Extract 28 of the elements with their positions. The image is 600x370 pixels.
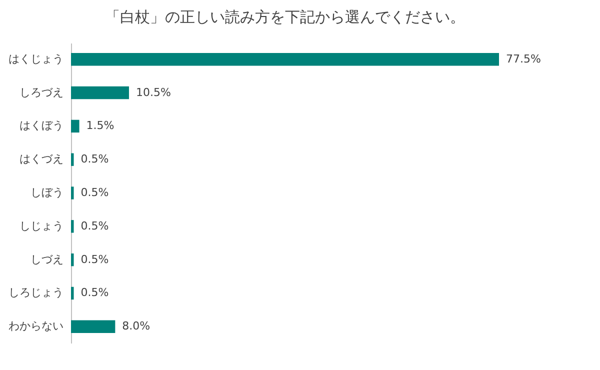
data-label: 77.5% — [506, 52, 541, 66]
data-label: 0.5% — [80, 152, 109, 166]
bar — [71, 186, 74, 200]
data-label: 0.5% — [80, 286, 109, 300]
y-tick-label: しろじょう — [8, 286, 64, 300]
bar — [71, 320, 116, 333]
y-tick-label: しぼう — [30, 186, 64, 199]
bar — [71, 253, 74, 266]
y-tick-label: はくじょう — [8, 52, 64, 66]
data-label: 1.5% — [86, 119, 114, 132]
bar — [71, 220, 74, 233]
bar — [71, 53, 499, 66]
y-tick-label: はくぼう — [20, 119, 64, 132]
bar — [71, 120, 80, 133]
y-tick-label: しづえ — [30, 252, 64, 266]
data-label: 0.5% — [80, 252, 109, 266]
y-tick-label: しろづえ — [20, 86, 64, 99]
y-tick-label: わからない — [8, 320, 64, 333]
bar — [71, 153, 74, 166]
y-tick-label: しじょう — [20, 219, 64, 232]
data-label: 0.5% — [80, 186, 109, 199]
bar — [71, 286, 74, 300]
chart-title: 「白杖」の正しい読み方を下記から選んでください。 — [105, 8, 465, 26]
data-label: 8.0% — [122, 320, 150, 333]
data-label: 10.5% — [136, 86, 171, 99]
y-tick-label: はくづえ — [20, 152, 64, 166]
data-label: 0.5% — [80, 219, 109, 232]
bar — [71, 86, 129, 100]
